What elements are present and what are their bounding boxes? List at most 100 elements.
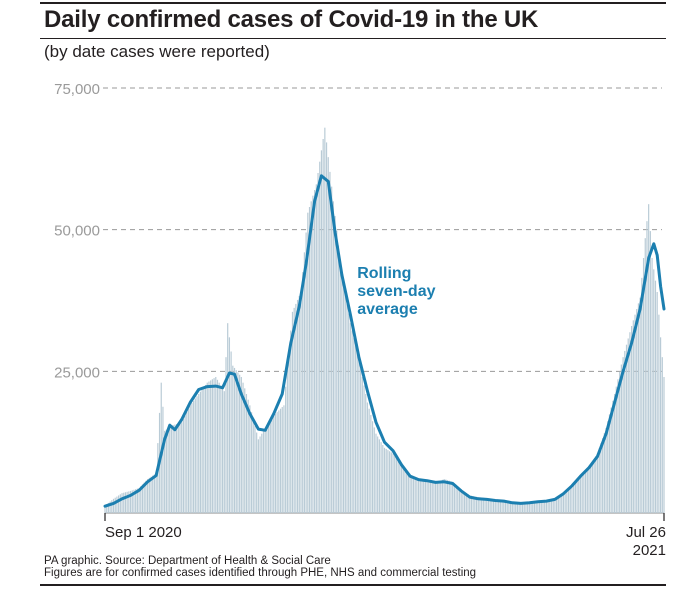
bar-day-304 <box>622 357 624 513</box>
bar-day-254 <box>537 500 539 513</box>
bar-day-261 <box>549 499 551 513</box>
bar-day-191 <box>429 481 432 513</box>
title-rule <box>40 38 666 39</box>
bar-day-78 <box>237 372 239 513</box>
bottom-rule <box>40 584 666 586</box>
bar-day-295 <box>607 421 609 513</box>
bar-day-252 <box>533 500 536 513</box>
bar-day-24 <box>145 480 147 513</box>
bar-day-289 <box>596 453 599 513</box>
bar-day-283 <box>586 469 588 513</box>
bar-day-63 <box>211 379 213 513</box>
bar-day-202 <box>448 480 450 513</box>
bar-day-47 <box>184 415 186 513</box>
bar-day-134 <box>332 201 334 514</box>
bar-day-5 <box>112 498 115 513</box>
bar-day-205 <box>453 483 455 513</box>
bar-day-220 <box>479 497 481 513</box>
average-line-layer <box>103 174 666 508</box>
bar-day-204 <box>452 481 454 513</box>
bar-day-297 <box>610 407 612 513</box>
bar-day-142 <box>346 303 348 513</box>
bar-day-284 <box>588 467 590 513</box>
bar-day-326 <box>659 337 662 513</box>
bar-day-324 <box>656 292 658 513</box>
bar-day-17 <box>133 489 135 513</box>
bar-day-189 <box>426 480 428 513</box>
bar-day-171 <box>395 458 398 513</box>
bar-day-310 <box>632 320 634 513</box>
bar-day-117 <box>303 252 305 514</box>
x-tick-label-1: Jul 26 <box>626 524 666 541</box>
bar-day-328 <box>663 377 665 513</box>
bar-day-296 <box>608 414 611 513</box>
bar-day-251 <box>532 501 534 513</box>
bar-day-182 <box>414 477 416 513</box>
bar-day-88 <box>254 425 256 513</box>
bar-day-37 <box>167 428 169 513</box>
bar-day-259 <box>545 499 548 513</box>
bar-day-175 <box>402 467 404 513</box>
bar-day-69 <box>221 388 224 513</box>
bar-day-184 <box>417 479 420 513</box>
bar-day-87 <box>252 418 254 513</box>
bar-day-59 <box>204 384 207 513</box>
bar-day-31 <box>157 443 159 513</box>
bar-day-276 <box>574 482 576 513</box>
bar-day-132 <box>329 171 331 513</box>
bar-day-70 <box>223 391 225 513</box>
bar-day-232 <box>499 500 501 513</box>
bar-day-131 <box>327 157 329 513</box>
bar-day-56 <box>199 391 202 513</box>
bar-day-122 <box>312 195 314 513</box>
bar-day-27 <box>150 476 152 513</box>
bar-day-94 <box>264 428 266 513</box>
bar-day-187 <box>423 480 425 513</box>
bar-day-234 <box>503 500 505 513</box>
bar-day-167 <box>389 451 391 513</box>
bar-day-243 <box>518 503 520 513</box>
bar-day-91 <box>259 436 261 513</box>
bar-day-45 <box>181 422 183 513</box>
bar-day-160 <box>377 436 379 513</box>
bar-day-206 <box>455 484 457 513</box>
bar-day-130 <box>325 142 328 513</box>
bar-day-128 <box>322 139 324 513</box>
bar-day-124 <box>315 184 317 514</box>
bar-day-200 <box>445 479 447 513</box>
bar-day-188 <box>424 480 426 513</box>
bar-day-229 <box>494 499 496 513</box>
bar-day-321 <box>651 258 653 513</box>
bar-day-203 <box>450 481 452 513</box>
bar-day-139 <box>341 275 343 513</box>
bar-day-89 <box>256 432 258 513</box>
bar-day-46 <box>182 418 184 513</box>
bar-day-40 <box>172 425 174 513</box>
bar-day-71 <box>225 357 227 513</box>
bar-day-144 <box>349 323 352 513</box>
bar-day-141 <box>344 294 346 513</box>
bar-day-158 <box>373 427 375 513</box>
bar-day-267 <box>559 495 561 513</box>
bar-day-101 <box>276 412 278 513</box>
bar-day-147 <box>354 345 357 513</box>
bar-day-92 <box>261 433 263 513</box>
bar-day-245 <box>521 503 524 513</box>
bar-day-140 <box>343 284 345 513</box>
bar-day-181 <box>412 477 415 513</box>
bar-day-198 <box>441 479 444 513</box>
bar-day-306 <box>625 344 628 513</box>
bar-day-19 <box>136 488 138 513</box>
y-tick-label-25000: 25,000 <box>54 364 100 381</box>
bar-day-239 <box>511 502 513 513</box>
bar-day-311 <box>634 314 636 513</box>
bar-day-62 <box>210 380 212 513</box>
bar-day-143 <box>348 313 350 513</box>
bar-day-81 <box>242 382 244 513</box>
bar-day-61 <box>208 381 210 513</box>
bar-day-96 <box>268 422 270 513</box>
bar-day-34 <box>162 406 164 513</box>
bar-day-105 <box>283 405 285 513</box>
bar-day-49 <box>187 408 190 513</box>
